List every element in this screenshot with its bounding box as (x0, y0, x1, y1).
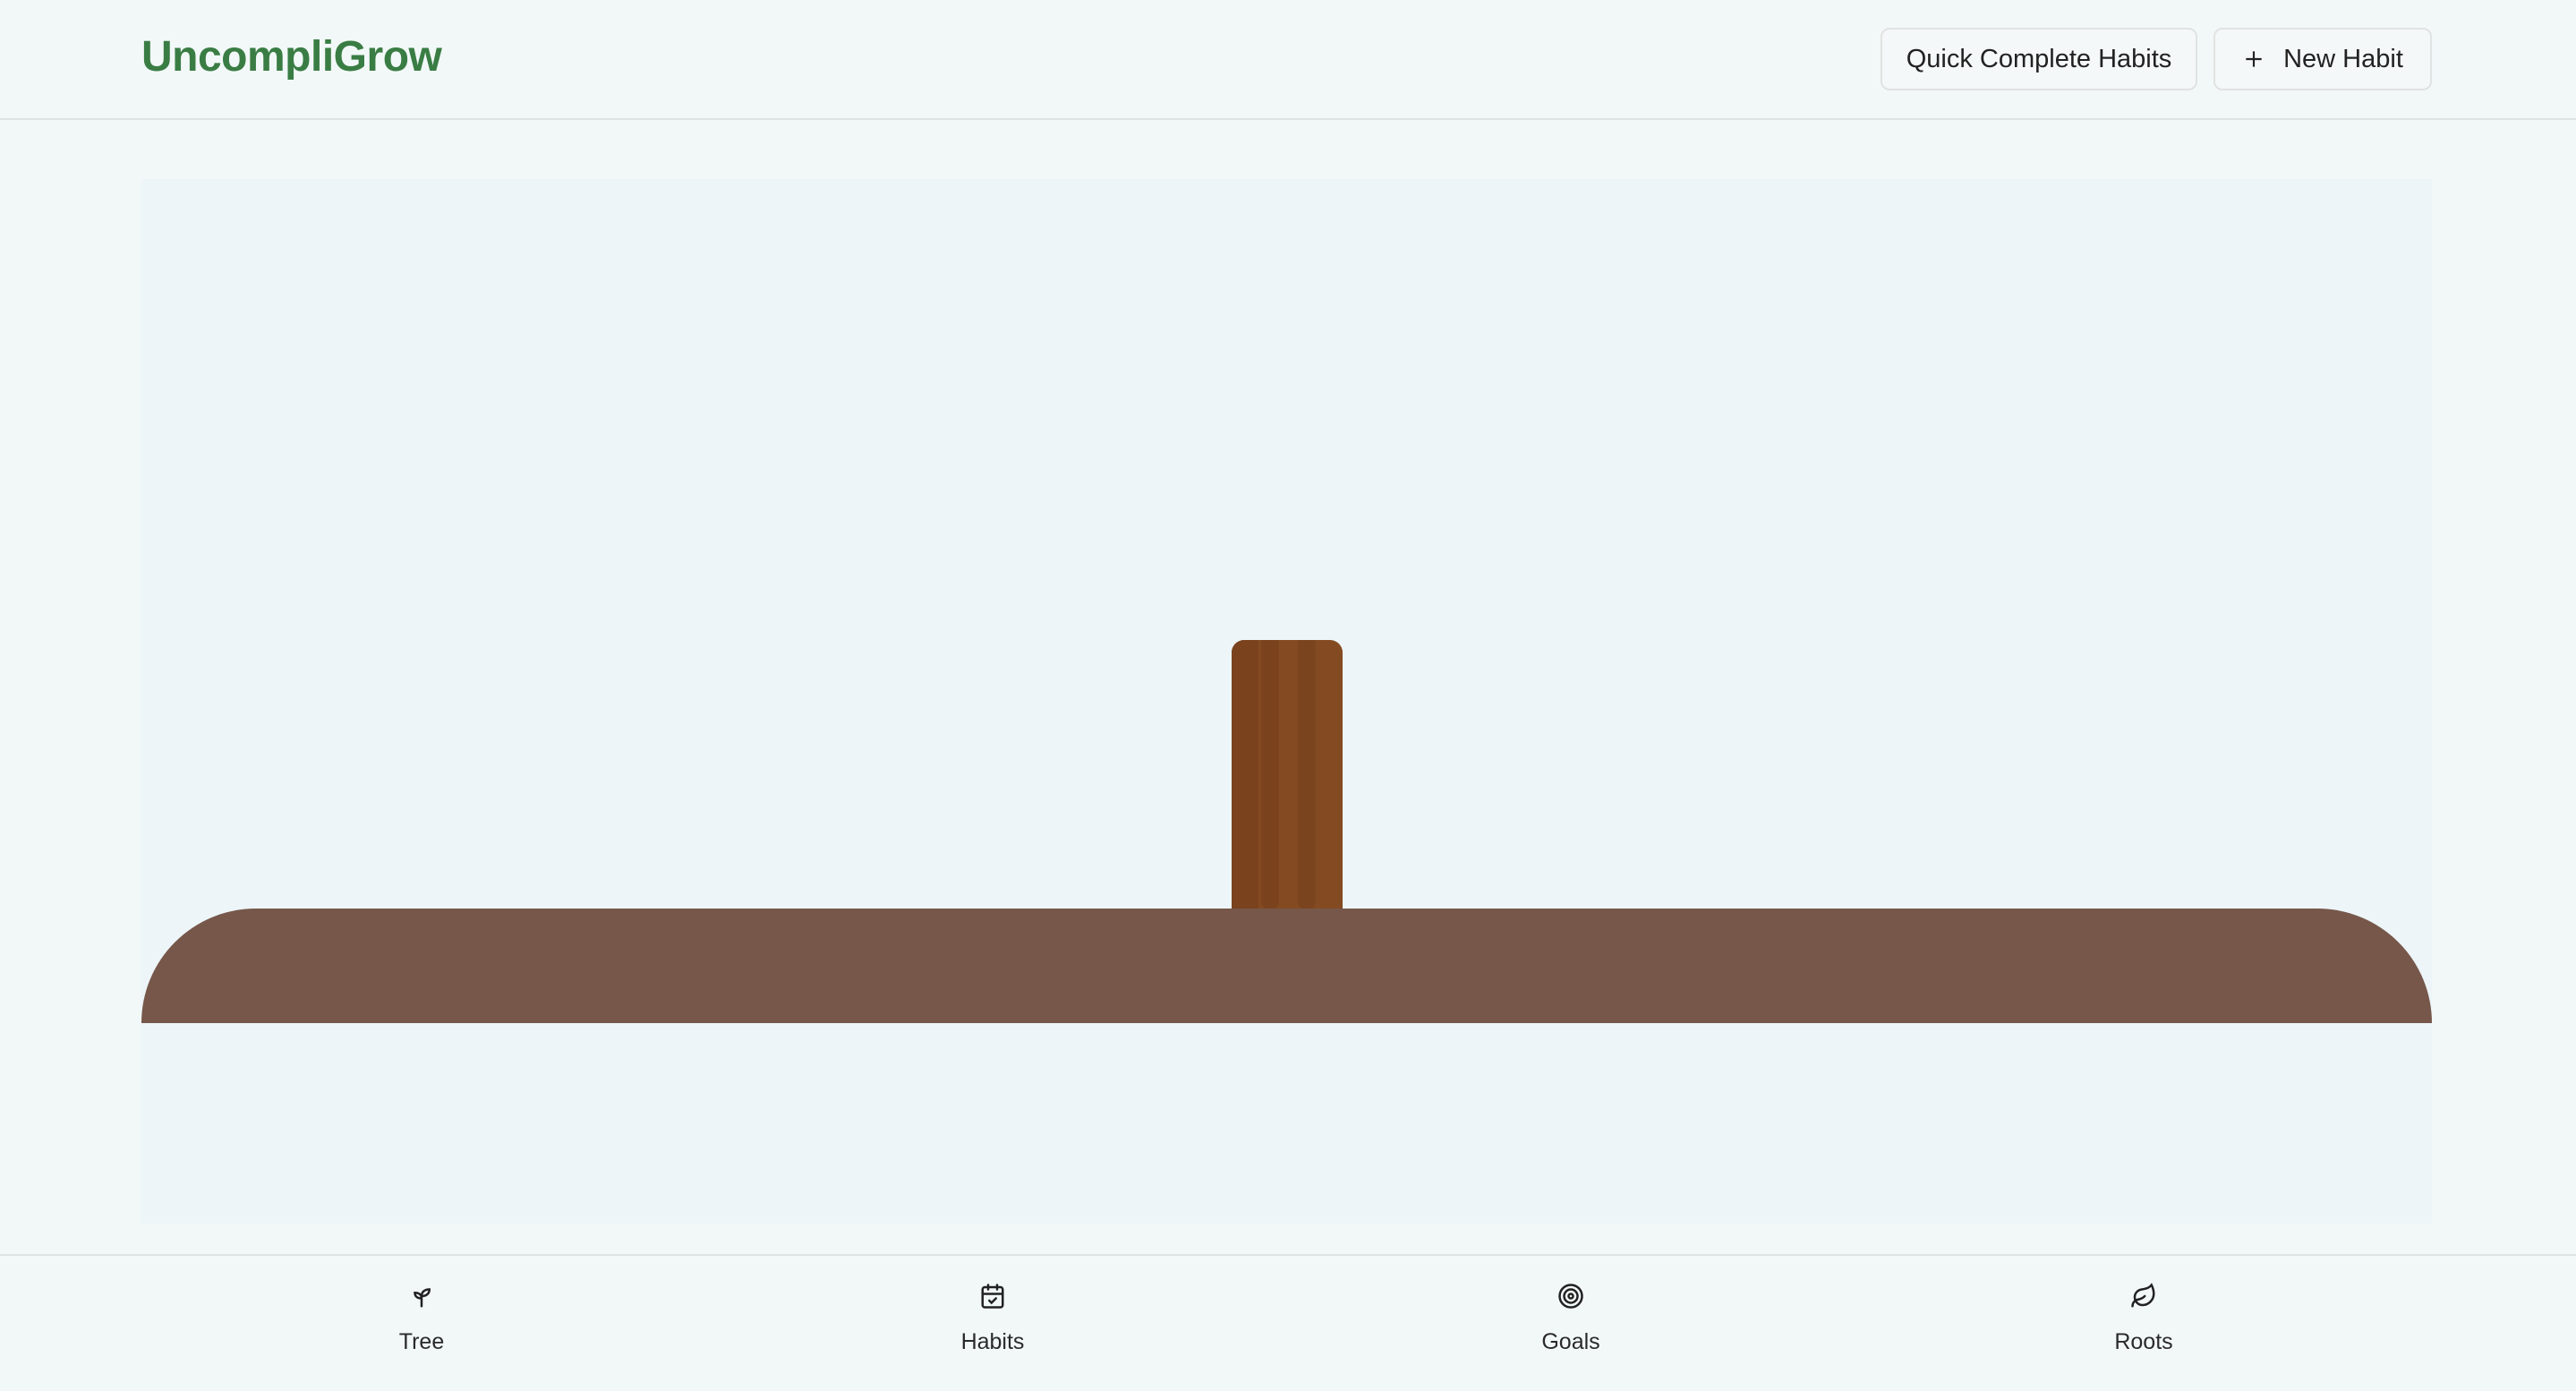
ground (141, 909, 2432, 1023)
bottom-nav: Tree Habits Goals Roots (0, 1254, 2576, 1391)
nav-tree-label: Tree (398, 1329, 445, 1354)
app-logo[interactable]: UncompliGrow (141, 33, 442, 81)
tree-canvas (141, 179, 2432, 1224)
nav-goals-label: Goals (1541, 1329, 1600, 1354)
plus-icon (2246, 51, 2262, 67)
quick-complete-habits-button[interactable]: Quick Complete Habits (1881, 28, 2197, 90)
nav-habits-label: Habits (960, 1329, 1025, 1354)
tree-trunk (1232, 640, 1343, 910)
nav-roots-label: Roots (2114, 1329, 2173, 1354)
header: UncompliGrow Quick Complete Habits New H… (0, 0, 2576, 120)
calendar-check-icon (981, 1284, 1004, 1309)
nav-tree[interactable]: Tree (332, 1283, 511, 1355)
nav-habits[interactable]: Habits (903, 1283, 1082, 1355)
target-icon (1558, 1284, 1583, 1309)
sprout-icon (414, 1288, 431, 1308)
new-habit-label: New Habit (2283, 44, 2403, 73)
leaf-icon (2131, 1283, 2155, 1308)
quick-complete-label: Quick Complete Habits (1906, 44, 2172, 73)
nav-roots[interactable]: Roots (2054, 1283, 2233, 1355)
new-habit-button[interactable]: New Habit (2213, 28, 2432, 90)
nav-goals[interactable]: Goals (1481, 1283, 1660, 1355)
